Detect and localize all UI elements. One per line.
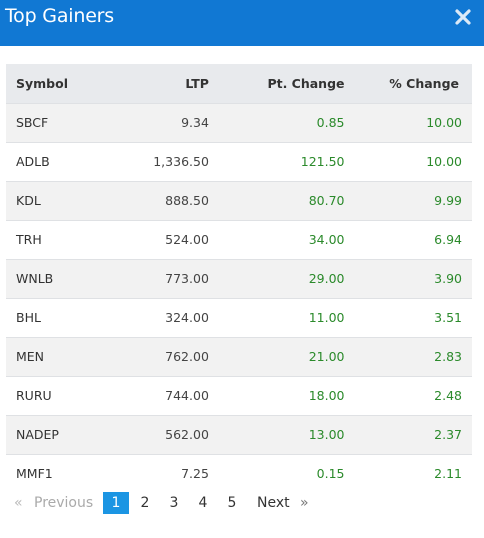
close-icon[interactable] [454, 8, 472, 26]
cell-symbol: ADLB [16, 154, 50, 169]
cell-ltp: 888.50 [165, 193, 209, 208]
cell-symbol: SBCF [16, 115, 49, 130]
cell-ltp: 744.00 [165, 388, 209, 403]
cell-pct-change: 2.83 [434, 349, 462, 364]
cell-pct-change: 10.00 [426, 115, 462, 130]
top-gainers-table: Symbol LTP Pt. Change % Change SBCF 9.34 0… [6, 64, 472, 493]
cell-pt-change: 11.00 [308, 310, 345, 325]
page-link-3[interactable]: 3 [169, 495, 179, 511]
cell-symbol: TRH [16, 232, 42, 247]
table-row[interactable]: KDL 888.50 80.70 9.99 [6, 181, 472, 220]
page-link-4[interactable]: 4 [198, 495, 208, 511]
cell-ltp: 524.00 [165, 232, 209, 247]
page-link-1[interactable]: 1 [103, 492, 129, 514]
table-header-row: Symbol LTP Pt. Change % Change [6, 64, 472, 103]
page-link-5[interactable]: 5 [227, 495, 237, 511]
modal-header: Top Gainers [0, 0, 484, 46]
table-row[interactable]: NADEP 562.00 13.00 2.37 [6, 415, 472, 454]
column-header-symbol[interactable]: Symbol [16, 75, 68, 91]
cell-ltp: 7.25 [181, 466, 209, 482]
cell-pct-change: 2.11 [434, 466, 462, 482]
table-row[interactable]: MMF1 7.25 0.15 2.11 [6, 454, 472, 493]
modal-title: Top Gainers [5, 5, 114, 27]
cell-symbol: MEN [16, 349, 45, 364]
previous-arrow-icon: « [14, 495, 23, 511]
cell-symbol: MMF1 [16, 466, 53, 482]
cell-ltp: 1,336.50 [153, 154, 209, 169]
cell-ltp: 324.00 [165, 310, 209, 325]
cell-pct-change: 2.37 [434, 427, 462, 442]
column-header-pt-change[interactable]: Pt. Change [267, 75, 345, 91]
cell-symbol: RURU [16, 388, 52, 403]
cell-pct-change: 3.90 [434, 271, 462, 286]
cell-ltp: 762.00 [165, 349, 209, 364]
column-header-pct-change[interactable]: % Change [389, 75, 459, 91]
cell-pt-change: 21.00 [308, 349, 345, 364]
table-row[interactable]: MEN 762.00 21.00 2.83 [6, 337, 472, 376]
cell-pt-change: 80.70 [308, 193, 345, 208]
cell-symbol: WNLB [16, 271, 54, 286]
cell-pct-change: 2.48 [434, 388, 462, 403]
next-page-link[interactable]: Next [257, 495, 290, 511]
previous-page-link[interactable]: Previous [34, 495, 94, 511]
cell-symbol: KDL [16, 193, 41, 208]
cell-pt-change: 0.15 [316, 466, 345, 482]
cell-pt-change: 121.50 [300, 154, 345, 169]
cell-pct-change: 9.99 [434, 193, 462, 208]
cell-pt-change: 13.00 [308, 427, 345, 442]
table-row[interactable]: WNLB 773.00 29.00 3.90 [6, 259, 472, 298]
cell-pct-change: 6.94 [434, 232, 462, 247]
table-row[interactable]: RURU 744.00 18.00 2.48 [6, 376, 472, 415]
cell-symbol: BHL [16, 310, 41, 325]
table-row[interactable]: BHL 324.00 11.00 3.51 [6, 298, 472, 337]
cell-pt-change: 29.00 [308, 271, 345, 286]
cell-pt-change: 34.00 [308, 232, 345, 247]
cell-ltp: 9.34 [181, 115, 209, 130]
table-row[interactable]: ADLB 1,336.50 121.50 10.00 [6, 142, 472, 181]
table-row[interactable]: SBCF 9.34 0.85 10.00 [6, 103, 472, 142]
cell-pt-change: 0.85 [316, 115, 345, 130]
page-link-2[interactable]: 2 [140, 495, 150, 511]
column-header-ltp[interactable]: LTP [185, 75, 209, 91]
cell-symbol: NADEP [16, 427, 59, 442]
next-arrow-icon[interactable]: » [300, 495, 309, 511]
cell-pct-change: 10.00 [426, 154, 462, 169]
table-row[interactable]: TRH 524.00 34.00 6.94 [6, 220, 472, 259]
cell-ltp: 562.00 [165, 427, 209, 442]
cell-pt-change: 18.00 [308, 388, 345, 403]
cell-ltp: 773.00 [165, 271, 209, 286]
cell-pct-change: 3.51 [434, 310, 462, 325]
